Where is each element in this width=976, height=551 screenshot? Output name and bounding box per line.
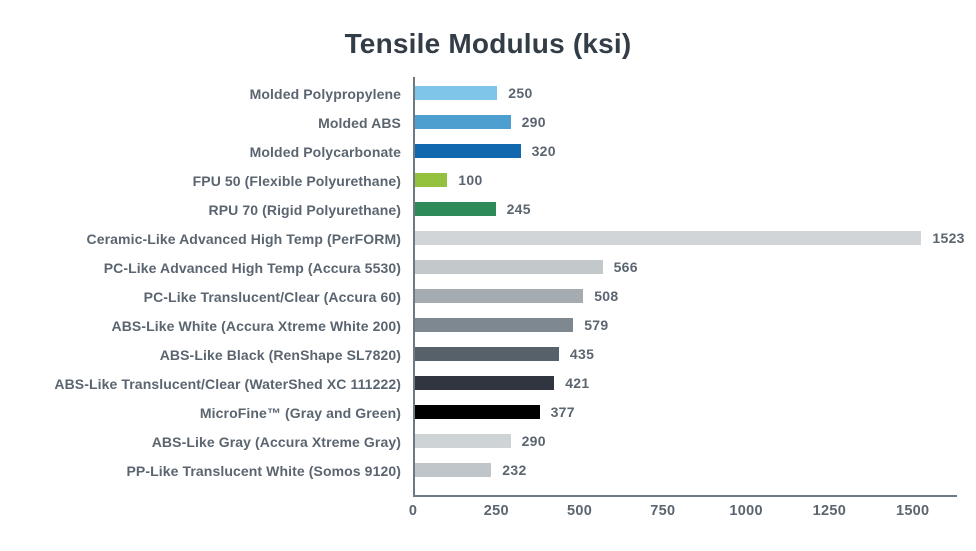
- category-label: ABS-Like Black (RenShape SL7820): [159, 346, 401, 363]
- x-tick-label: 1250: [812, 503, 847, 519]
- value-label: 290: [521, 114, 546, 130]
- chart-row: ABS-Like Translucent/Clear (WaterShed XC…: [0, 369, 976, 398]
- category-label: FPU 50 (Flexible Polyurethane): [192, 172, 401, 189]
- category-label: Molded ABS: [318, 114, 401, 131]
- category-label: PC-Like Translucent/Clear (Accura 60): [143, 288, 401, 305]
- bar: [414, 260, 603, 274]
- value-label: 320: [531, 143, 556, 159]
- bar: [414, 376, 555, 390]
- x-tick-label: 0: [408, 503, 418, 519]
- x-tick-label: 750: [650, 503, 676, 519]
- bar-track: 566: [414, 253, 957, 282]
- bar-track: 435: [414, 340, 957, 369]
- bar: [414, 144, 521, 158]
- chart-row: ABS-Like Black (RenShape SL7820) 435: [0, 340, 976, 369]
- bar-track: 377: [414, 398, 957, 427]
- value-label: 290: [521, 433, 546, 449]
- value-label: 435: [569, 346, 595, 362]
- bar-track: 290: [414, 108, 957, 137]
- bar: [414, 289, 584, 303]
- category-label: ABS-Like Translucent/Clear (WaterShed XC…: [54, 375, 401, 392]
- chart-row: Molded ABS 290: [0, 108, 976, 137]
- bar-track: 579: [414, 311, 957, 340]
- value-label: 1523: [932, 230, 965, 246]
- category-label: ABS-Like White (Accura Xtreme White 200): [111, 317, 401, 334]
- chart-row: Molded Polypropylene 250: [0, 79, 976, 108]
- bar: [414, 86, 498, 100]
- x-axis-line: [413, 495, 957, 497]
- bar-track: 320: [414, 137, 957, 166]
- chart-row: PP-Like Translucent White (Somos 9120) 23…: [0, 456, 976, 485]
- value-label: 566: [613, 259, 638, 275]
- bar-track: 245: [414, 195, 957, 224]
- bar: [414, 231, 922, 245]
- bar-track: 508: [414, 282, 957, 311]
- category-label: RPU 70 (Rigid Polyurethane): [208, 201, 401, 218]
- bar: [414, 115, 511, 129]
- category-label: Molded Polypropylene: [249, 85, 401, 102]
- value-label: 245: [506, 201, 531, 217]
- chart-row: FPU 50 (Flexible Polyurethane) 100: [0, 166, 976, 195]
- chart-row: Molded Polycarbonate 320: [0, 137, 976, 166]
- bar: [414, 318, 574, 332]
- x-tick-label: 500: [567, 503, 593, 519]
- x-tick-label: 250: [483, 503, 509, 519]
- bar-track: 250: [414, 79, 957, 108]
- chart-row: PC-Like Advanced High Temp (Accura 5530)…: [0, 253, 976, 282]
- bar-track: 100: [414, 166, 957, 195]
- value-label: 421: [565, 375, 590, 391]
- bar: [414, 347, 559, 361]
- chart-row: ABS-Like Gray (Accura Xtreme Gray) 290: [0, 427, 976, 456]
- category-label: PP-Like Translucent White (Somos 9120): [126, 462, 401, 479]
- value-label: 232: [502, 462, 527, 478]
- chart-row: MicroFine™ (Gray and Green) 377: [0, 398, 976, 427]
- chart-rows: Molded Polypropylene 250 Molded ABS 290 Mold…: [0, 79, 976, 485]
- bar-track: 290: [414, 427, 957, 456]
- value-label: 579: [584, 317, 609, 333]
- chart-row: Ceramic-Like Advanced High Temp (PerFORM…: [0, 224, 976, 253]
- value-label: 508: [594, 288, 619, 304]
- bar: [414, 434, 511, 448]
- bar: [414, 463, 492, 477]
- value-label: 250: [508, 85, 533, 101]
- value-label: 377: [550, 404, 575, 420]
- category-label: Ceramic-Like Advanced High Temp (PerFORM…: [86, 230, 401, 247]
- chart-row: RPU 70 (Rigid Polyurethane) 245: [0, 195, 976, 224]
- y-axis-line: [413, 77, 415, 497]
- chart-row: PC-Like Translucent/Clear (Accura 60) 508: [0, 282, 976, 311]
- x-tick-label: 1500: [895, 503, 930, 519]
- value-label: 100: [458, 172, 483, 188]
- category-label: MicroFine™ (Gray and Green): [199, 404, 401, 421]
- bar: [414, 202, 496, 216]
- bar-track: 1523: [414, 224, 964, 253]
- bar: [414, 405, 540, 419]
- category-label: PC-Like Advanced High Temp (Accura 5530): [103, 259, 401, 276]
- chart-title: Tensile Modulus (ksi): [344, 28, 632, 59]
- bar: [414, 173, 448, 187]
- x-tick-label: 1000: [729, 503, 763, 519]
- chart-row: ABS-Like White (Accura Xtreme White 200)…: [0, 311, 976, 340]
- category-label: ABS-Like Gray (Accura Xtreme Gray): [151, 433, 401, 450]
- bar-track: 232: [414, 456, 957, 485]
- bar-track: 421: [414, 369, 957, 398]
- category-label: Molded Polycarbonate: [249, 143, 401, 160]
